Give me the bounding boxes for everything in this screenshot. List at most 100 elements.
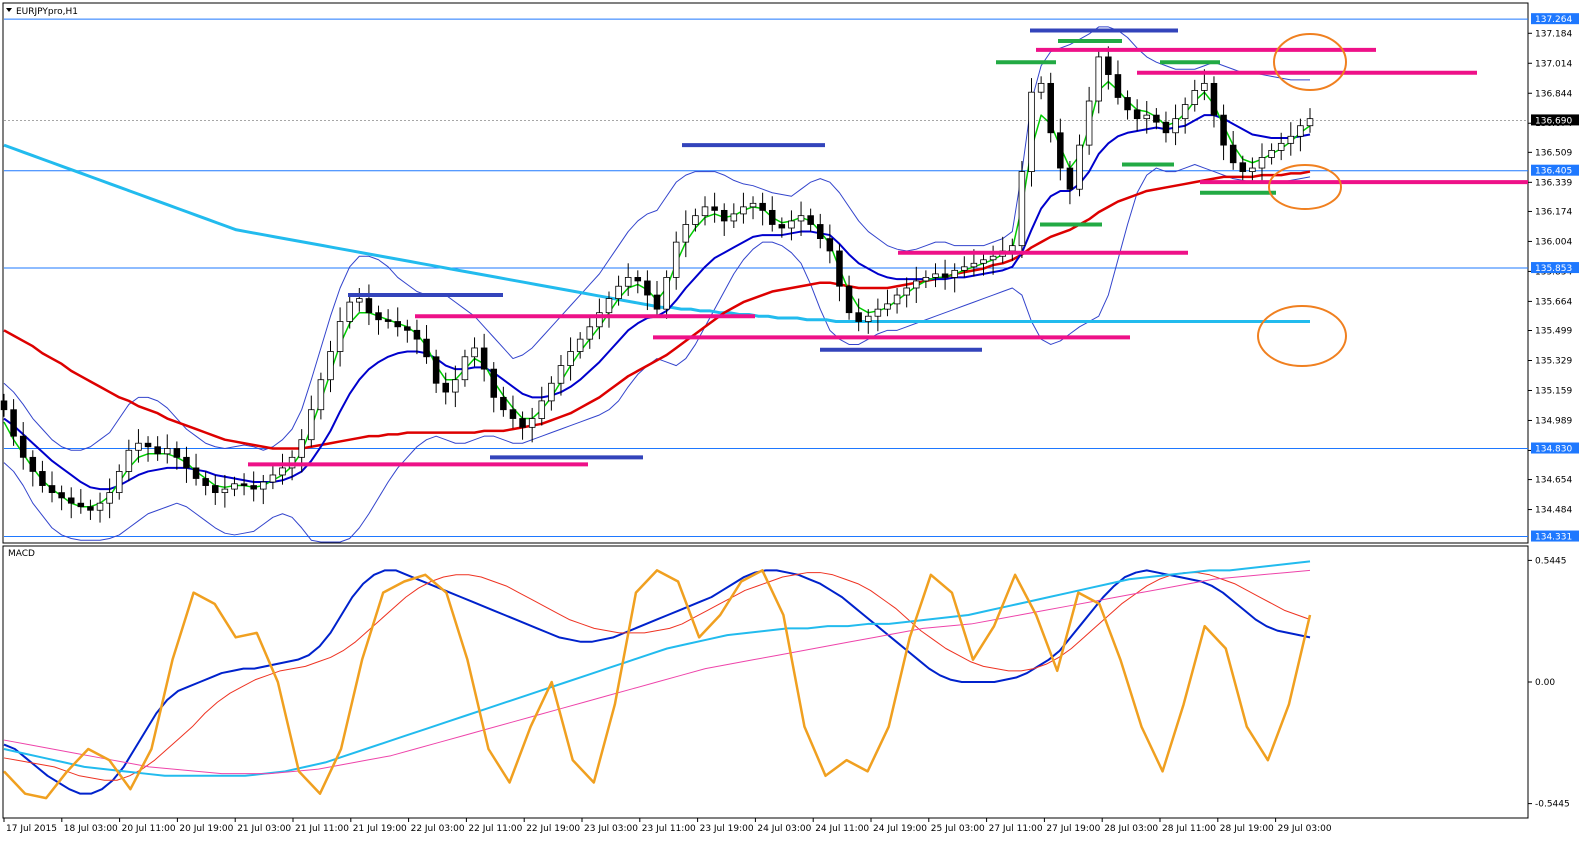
- candle: [1028, 78, 1035, 187]
- candle-body: [77, 502, 85, 508]
- time-tick-label: 18 Jul 03:00: [64, 824, 118, 834]
- candle: [538, 386, 546, 426]
- candle-body: [327, 351, 334, 381]
- candle-body: [961, 266, 968, 271]
- candle-body: [1162, 121, 1170, 134]
- macd-title: MACD: [8, 549, 35, 559]
- candle: [884, 289, 891, 317]
- candle: [1172, 104, 1179, 146]
- candle-body: [442, 382, 449, 393]
- candle: [240, 473, 248, 496]
- candle-body: [1114, 74, 1122, 98]
- candle-body: [1191, 90, 1199, 105]
- candle: [202, 471, 209, 496]
- candle-body: [730, 213, 738, 222]
- candle: [1229, 131, 1237, 170]
- candle: [356, 287, 363, 312]
- price-axis: 137.184137.014136.844136.674136.509136.3…: [1528, 13, 1579, 810]
- candle-body: [461, 356, 469, 381]
- time-tick-label: 22 Jul 11:00: [468, 824, 522, 834]
- time-tick-label: 23 Jul 11:00: [642, 824, 696, 834]
- candle-body: [39, 471, 46, 486]
- candle: [557, 355, 565, 396]
- level-price-tag-label: 134.830: [1535, 445, 1572, 455]
- candle-body: [87, 506, 94, 511]
- candle-body: [269, 474, 277, 483]
- candle-body: [1201, 82, 1208, 91]
- candle-body: [932, 273, 939, 278]
- candle: [231, 476, 238, 497]
- candle: [1057, 118, 1064, 181]
- candle: [192, 453, 200, 486]
- candle: [788, 210, 795, 241]
- candle: [836, 243, 843, 302]
- candle: [442, 372, 449, 405]
- candle-body: [865, 315, 872, 322]
- bollinger-lower-line: [3, 164, 1311, 543]
- candle-body: [509, 409, 517, 419]
- candle-body: [586, 326, 594, 340]
- candle-body: [480, 347, 488, 370]
- candle-body: [1297, 125, 1304, 137]
- candle: [682, 210, 690, 258]
- candle: [461, 349, 469, 387]
- candle: [605, 291, 613, 328]
- candle: [480, 333, 488, 382]
- candle-body: [1028, 91, 1035, 172]
- candle: [87, 499, 94, 520]
- candle-body: [576, 338, 584, 352]
- candle: [48, 471, 56, 503]
- candle-body: [308, 409, 315, 441]
- horizontal-levels: [4, 18, 1528, 538]
- candle-body: [404, 326, 411, 331]
- candle-body: [1076, 144, 1083, 190]
- candle: [711, 192, 718, 223]
- price-panel-frame: [2, 2, 1529, 544]
- candle: [67, 487, 75, 519]
- candle: [308, 395, 315, 447]
- candle: [394, 307, 401, 337]
- candle-body: [423, 338, 430, 358]
- candle-body: [1066, 167, 1074, 190]
- macd-tick-label: -0.5445: [1535, 800, 1570, 810]
- candle-body: [1085, 100, 1093, 146]
- candle-body: [701, 206, 709, 217]
- candle: [865, 309, 872, 334]
- candle: [826, 224, 834, 264]
- candle-body: [682, 224, 690, 243]
- candle: [163, 434, 171, 464]
- highlight-circle-1: [1268, 164, 1342, 210]
- candle-body: [519, 418, 526, 428]
- candle-body: [394, 321, 401, 328]
- candle: [893, 287, 901, 314]
- candle-body: [980, 259, 987, 264]
- chart-title: EURJPYpro,H1: [16, 7, 78, 17]
- candle-body: [884, 303, 891, 310]
- time-tick-label: 28 Jul 19:00: [1220, 824, 1274, 834]
- candle-body: [1172, 118, 1179, 134]
- candle-body: [845, 285, 853, 314]
- current-price-tag: [1531, 114, 1579, 126]
- candle-body: [298, 439, 305, 458]
- time-tick-label: 21 Jul 11:00: [295, 824, 349, 834]
- candle-body: [231, 483, 238, 490]
- candle-body: [1095, 56, 1102, 102]
- candle-body: [192, 467, 200, 479]
- candle: [1124, 90, 1131, 120]
- candle-body: [528, 418, 536, 428]
- chart-menu-triangle-icon[interactable]: [6, 8, 12, 12]
- candle: [1105, 46, 1112, 90]
- candle-body: [240, 483, 248, 486]
- candle: [1268, 143, 1275, 165]
- candle-body: [1009, 245, 1016, 252]
- candle-body: [1181, 104, 1189, 120]
- time-tick-label: 24 Jul 19:00: [873, 824, 927, 834]
- candle: [29, 450, 37, 487]
- candle: [980, 252, 987, 276]
- candle-body: [672, 241, 680, 278]
- candle-body: [1057, 132, 1064, 169]
- candle-body: [58, 492, 65, 499]
- macd-line-0: [3, 569, 1311, 795]
- candle-body: [538, 400, 546, 419]
- candle-body: [1239, 162, 1247, 172]
